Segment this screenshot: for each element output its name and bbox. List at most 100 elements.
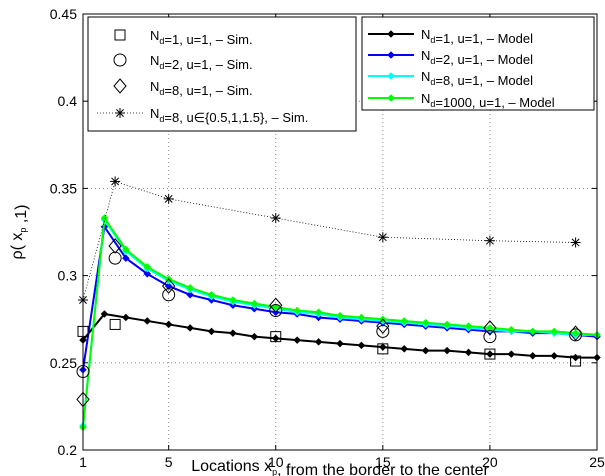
star-stroke xyxy=(571,238,580,247)
marker-point xyxy=(250,332,259,341)
marker-circle xyxy=(269,303,283,317)
marker-circle xyxy=(483,330,497,344)
star-stroke xyxy=(378,233,387,242)
marker-point xyxy=(387,94,395,102)
marker-star xyxy=(110,176,121,187)
marker-point xyxy=(387,72,395,80)
marker-star xyxy=(484,235,495,246)
x-tick-label: 25 xyxy=(589,454,605,470)
legend-entry: Nd=2, u=1, – Sim. xyxy=(150,53,253,72)
x-tick-label: 10 xyxy=(268,454,284,470)
legend-model: Nd=1, u=1, – Model Nd=2, u=1, – Model Nd=8… xyxy=(361,16,595,111)
marker-point xyxy=(186,290,194,299)
marker-point xyxy=(229,296,237,304)
plot-frame xyxy=(82,13,598,451)
marker-point xyxy=(507,325,516,334)
marker-point xyxy=(387,51,395,59)
marker-point xyxy=(571,329,580,338)
star-stroke xyxy=(485,236,494,245)
marker-star xyxy=(377,232,388,243)
marker-point xyxy=(443,346,451,355)
marker-square xyxy=(377,343,389,355)
marker-point xyxy=(421,318,430,327)
marker-point xyxy=(229,329,237,338)
legend-simulation: Nd=1, u=1, – Sim. Nd=2, u=1, – Sim. Nd=8, … xyxy=(87,16,357,132)
marker-point xyxy=(550,327,559,336)
marker-diamond xyxy=(108,238,122,254)
star-stroke xyxy=(116,109,124,117)
series-layer xyxy=(76,176,601,432)
y-tick-label: 0.3 xyxy=(58,268,78,284)
marker-point xyxy=(186,324,194,332)
marker-star xyxy=(570,237,581,248)
marker-point xyxy=(336,339,344,348)
model-line xyxy=(82,224,598,370)
marker-diamond xyxy=(568,325,583,341)
sim-series-4 xyxy=(78,176,581,306)
marker-point xyxy=(164,320,173,329)
marker-square xyxy=(270,331,282,343)
marker-point xyxy=(486,324,494,332)
legend-box xyxy=(361,16,595,111)
marker-point xyxy=(314,308,323,317)
marker-star xyxy=(270,213,281,224)
star-stroke xyxy=(271,214,280,223)
marker-circle xyxy=(113,53,127,67)
y-axis-label: ρ( xp ,1) xyxy=(9,204,30,259)
marker-point xyxy=(336,311,344,320)
marker-point xyxy=(378,343,387,351)
marker-square xyxy=(570,355,582,367)
marker-diamond xyxy=(162,278,176,294)
marker-circle xyxy=(108,251,122,265)
marker-point xyxy=(357,313,366,322)
x-tick-label: 15 xyxy=(375,454,391,470)
marker-point xyxy=(121,254,130,263)
marker-diamond xyxy=(376,318,390,334)
sim-line xyxy=(82,180,576,301)
marker-point xyxy=(100,310,109,318)
y-tick-label: 0.25 xyxy=(50,355,77,371)
marker-point xyxy=(400,344,409,353)
y-tick-label: 0.45 xyxy=(50,6,77,22)
marker-point xyxy=(357,341,366,350)
legend-entry: Nd=1, u=1, – Model xyxy=(421,27,533,46)
legend-entry: Nd=2, u=1, – Model xyxy=(421,48,533,67)
marker-point xyxy=(207,290,216,299)
marker-point xyxy=(121,313,130,322)
y-tick-label: 0.2 xyxy=(58,442,78,458)
marker-square xyxy=(114,29,126,41)
marker-point xyxy=(143,263,152,271)
marker-point xyxy=(293,336,302,344)
marker-square xyxy=(109,318,121,330)
marker-point xyxy=(143,317,152,325)
marker-circle xyxy=(376,324,390,338)
marker-point xyxy=(314,338,323,346)
marker-point xyxy=(528,351,537,360)
marker-point xyxy=(143,270,152,278)
marker-point xyxy=(443,320,451,329)
marker-diamond xyxy=(113,78,127,94)
legend-entry: Nd=8, u∈{0.5,1,1.5}, – Sim. xyxy=(150,106,308,125)
marker-point xyxy=(486,350,494,358)
y-tick-label: 0.4 xyxy=(58,93,78,109)
x-tick-label: 5 xyxy=(165,454,173,470)
star-stroke xyxy=(111,177,120,186)
marker-point xyxy=(121,245,130,254)
marker-point xyxy=(250,299,259,308)
marker-point xyxy=(186,283,194,292)
x-tick-label: 1 xyxy=(79,454,87,470)
model-series-2 xyxy=(79,222,601,374)
marker-point xyxy=(293,306,302,315)
marker-point xyxy=(464,322,473,331)
marker-square xyxy=(484,348,496,360)
marker-point xyxy=(387,30,395,38)
ticks: 1 5 10 15 20 250.20.250.30.350.40.45 xyxy=(50,6,605,470)
legend-entry: Nd=1000, u=1, – Model xyxy=(421,91,555,110)
marker-point xyxy=(507,350,516,358)
marker-point xyxy=(207,327,216,336)
marker-star xyxy=(163,193,174,204)
marker-point xyxy=(400,317,409,325)
marker-circle xyxy=(162,288,176,302)
marker-diamond xyxy=(483,320,497,336)
